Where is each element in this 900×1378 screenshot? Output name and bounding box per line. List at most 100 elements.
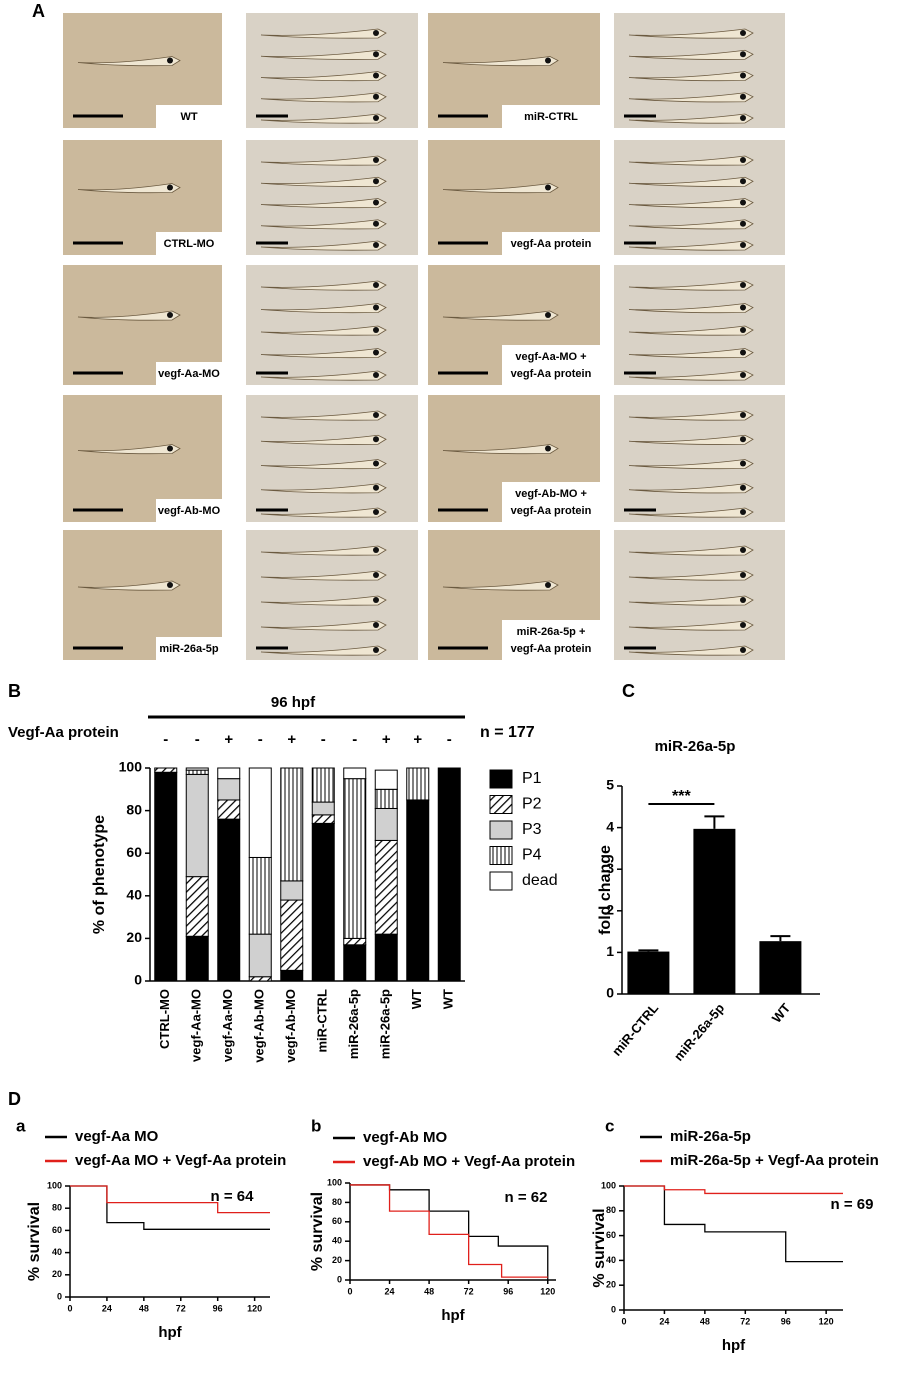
bar-segment [311,814,335,824]
y-tick-label: 40 [126,887,142,903]
photo-label: vegf-Ab-MO + [515,488,587,500]
photo [614,140,785,255]
bar-segment [280,767,304,882]
x-tick-label: 0 [621,1316,626,1326]
fish-eye [373,157,379,163]
survival-line [624,1185,843,1195]
fish [628,155,754,166]
y-tick-label: 100 [327,1177,342,1187]
fish-eye [545,57,551,64]
panel-label: C [622,681,635,701]
fish-eye [373,178,379,185]
fish [628,113,754,124]
bar-segment [248,933,272,978]
fish-eye [167,582,173,588]
y-tick-label: 60 [52,1225,62,1235]
bar-segment [343,944,367,982]
bar-segment [374,933,398,982]
fish [628,483,754,494]
legend-swatch [489,795,513,814]
y-axis-label: % survival [591,1208,608,1287]
fish [260,325,387,336]
y-tick-label: 0 [57,1291,62,1301]
fish [77,444,181,455]
fish-eye [373,484,379,491]
panel-label: b [311,1116,321,1135]
fish-eye [740,304,746,311]
photo-label: vegf-Aa-MO + [515,351,586,363]
label-box [502,482,600,522]
annotation: n = 177 [480,724,535,741]
y-tick-label: 1 [606,943,614,959]
fish [628,71,754,82]
y-tick-label: 0 [606,985,614,1001]
fish [628,645,754,656]
bar-segment [374,788,398,809]
fish [628,595,754,606]
fish [628,176,754,187]
bar-segment [248,976,272,982]
fish [260,410,387,421]
y-tick-label: 60 [606,1230,616,1240]
photo-label: vegf-Aa protein [511,643,592,655]
fish-eye [373,30,379,36]
legend-swatch [489,871,513,891]
y-tick-label: 100 [601,1180,616,1190]
fish-eye [373,622,379,628]
x-tick-label: vegf-Ab-MO [283,989,298,1063]
fish [628,459,754,470]
y-tick-label: 100 [47,1180,62,1190]
fish [260,49,387,60]
legend-label: vegf-Aa MO [75,1128,159,1145]
fish [260,507,387,518]
x-tick-label: miR-26a-5p [378,989,393,1059]
y-axis-label: % survival [26,1202,43,1281]
legend-label: P2 [522,796,542,813]
x-tick-label: 24 [385,1286,395,1296]
x-tick-label: 120 [247,1303,262,1313]
fish [260,198,387,209]
bar [693,828,736,994]
bar-segment [374,839,398,935]
fish [628,434,754,445]
fish [260,620,387,631]
x-tick-label: 120 [540,1286,555,1296]
annotation: n = 69 [831,1196,874,1213]
bar-segment [217,818,241,982]
fish [442,56,559,67]
fish-eye [740,199,746,206]
y-tick-label: 2 [606,902,614,918]
bar-segment [374,807,398,841]
bar-segment [437,767,461,982]
photo-label: vegf-Aa-MO [158,368,220,380]
fish-eye [373,199,379,206]
fish-eye [373,327,379,333]
fish [628,198,754,209]
y-tick-label: 80 [126,801,142,817]
legend-label: P1 [522,770,542,787]
label-box [156,105,222,128]
fish-eye [740,572,746,578]
fish-eye [373,72,379,79]
legend-label: vegf-Aa MO + Vegf-Aa protein [75,1152,286,1169]
y-tick-label: 80 [52,1203,62,1213]
photo [246,265,418,385]
x-tick-label: miR-CTRL [315,989,330,1053]
fish-eye [740,178,746,185]
bar-segment [217,799,241,820]
x-tick-label: 24 [659,1316,669,1326]
bar [627,951,670,994]
label-box [502,620,600,660]
fish [260,483,387,494]
fish-eye [740,157,746,163]
panel-label: c [605,1116,614,1135]
legend-label: vegf-Ab MO + Vegf-Aa protein [363,1153,575,1170]
photo [246,530,418,660]
x-tick-label: miR-CTRL [609,1000,661,1058]
y-tick-label: 40 [332,1236,342,1246]
legend-label: P3 [522,821,542,838]
photo-label: vegf-Aa protein [511,238,592,250]
label-box [502,232,600,255]
fish [260,71,387,82]
x-tick-label: 48 [424,1286,434,1296]
